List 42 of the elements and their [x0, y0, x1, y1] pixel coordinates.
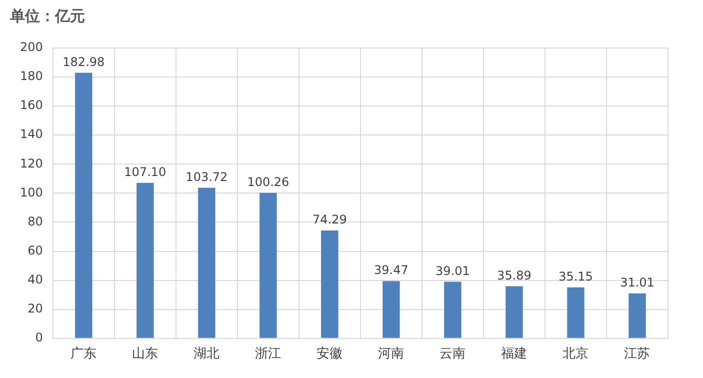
bar [567, 287, 584, 338]
bar [75, 72, 92, 338]
y-tick-label: 60 [28, 243, 43, 258]
y-tick-label: 200 [20, 40, 43, 54]
bar [506, 286, 523, 338]
x-tick-label: 安徽 [316, 346, 343, 362]
data-label: 39.01 [436, 264, 470, 278]
x-tick-label: 河南 [378, 346, 404, 362]
data-label: 107.10 [124, 165, 166, 180]
bar [260, 192, 277, 338]
bar [628, 293, 646, 338]
y-tick-label: 100 [20, 185, 43, 200]
x-tick-label: 浙江 [255, 346, 282, 362]
data-label: 39.47 [374, 263, 408, 278]
chart-title: 单位：亿元 [9, 6, 85, 25]
bar [382, 281, 400, 338]
data-label: 35.89 [497, 268, 532, 282]
y-tick-label: 80 [28, 214, 43, 228]
bar [321, 230, 338, 338]
bar [444, 282, 462, 338]
y-tick-label: 40 [28, 272, 43, 286]
data-label: 103.72 [186, 170, 228, 184]
bar [136, 182, 154, 338]
y-tick-label: 180 [20, 69, 43, 84]
data-label: 35.15 [558, 269, 593, 284]
y-tick-label: 160 [20, 98, 43, 112]
data-label: 182.98 [62, 54, 105, 69]
x-tick-label: 北京 [562, 346, 589, 362]
data-label: 74.29 [312, 212, 347, 227]
bar [198, 188, 216, 338]
x-tick-label: 江苏 [624, 346, 650, 362]
x-tick-label: 广东 [70, 346, 97, 362]
x-tick-label: 湖北 [194, 346, 220, 362]
y-tick-label: 20 [28, 301, 43, 316]
data-label: 31.01 [620, 276, 654, 290]
x-tick-label: 山东 [132, 346, 158, 362]
y-tick-label: 0 [35, 330, 43, 345]
y-tick-label: 140 [20, 127, 43, 142]
x-tick-label: 云南 [440, 346, 466, 362]
y-tick-label: 120 [20, 156, 43, 170]
data-label: 100.26 [247, 174, 290, 189]
x-tick-label: 福建 [501, 346, 528, 362]
